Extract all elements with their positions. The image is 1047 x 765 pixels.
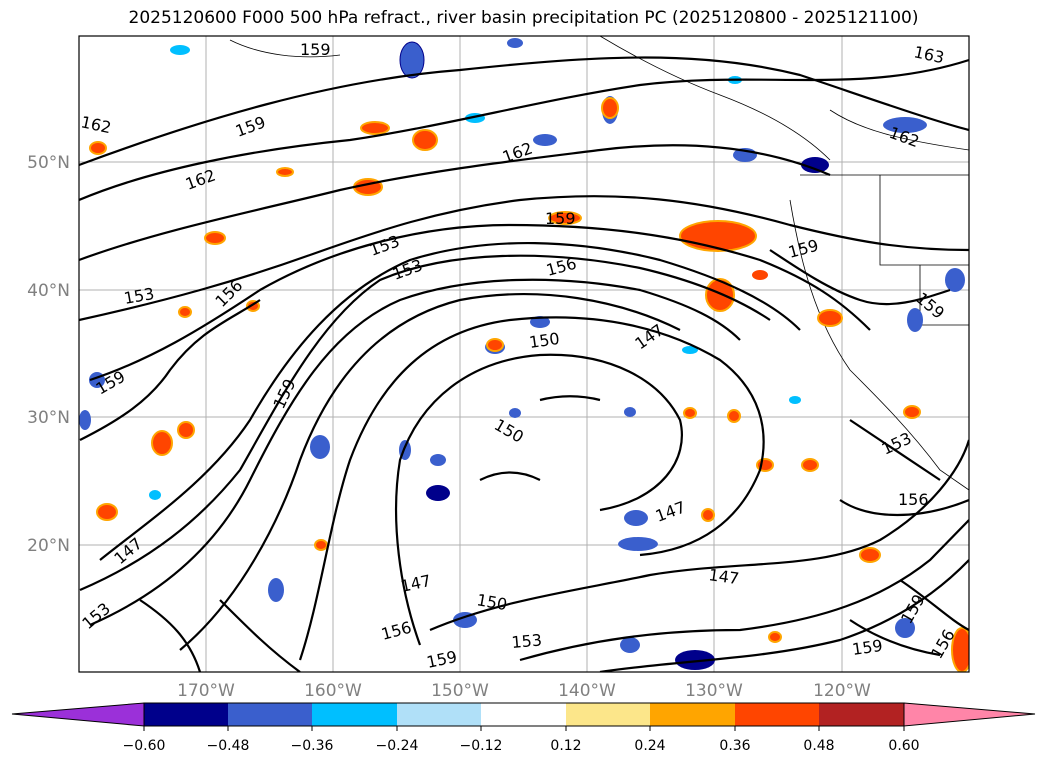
colorbar-segment [650, 703, 735, 726]
colorbar-segment [566, 703, 650, 726]
colorbar-tick-label: −0.60 [123, 738, 166, 754]
contour-159-d [849, 579, 969, 657]
colorbar-tick-label: −0.12 [460, 738, 503, 754]
colorbar-tick-label: 0.36 [719, 738, 750, 754]
colorbar-tick-label: 0.48 [803, 738, 834, 754]
colorbar-segment [228, 703, 312, 726]
colorbar-arrow-low [11, 702, 145, 727]
colorbar-tick-labels: −0.60 −0.48 −0.36 −0.24 −0.12 0.12 0.24 … [123, 738, 920, 754]
lat-label-40n: 40°N [27, 281, 70, 301]
colorbar-segment [312, 703, 397, 726]
contour-153-c [519, 519, 969, 662]
colorbar-outline [143, 702, 905, 727]
colorbar-tick-label: −0.24 [376, 738, 419, 754]
map-title: 2025120600 F000 500 hPa refract., river … [128, 8, 919, 28]
contour-147-b [298, 316, 765, 661]
lat-label-20n: 20°N [27, 536, 70, 556]
map-border [78, 35, 970, 673]
contour-153-b [79, 254, 771, 592]
contour-label: 159 [545, 209, 576, 228]
contour-147-c [429, 439, 969, 632]
colorbar-segment [481, 703, 566, 726]
contour-label: 150 [528, 329, 561, 352]
colorbar-ticks [143, 726, 905, 731]
colorbar-segment [819, 703, 904, 726]
contour-150-a [89, 278, 741, 627]
lat-label-30n: 30°N [27, 408, 70, 428]
colorbar-segment [735, 703, 819, 726]
coast-canada [829, 109, 969, 151]
contour-156-a [79, 195, 969, 322]
coast-aleutians [229, 39, 341, 58]
colorbar-tick-label: 0.12 [550, 738, 581, 754]
contour-156-b [99, 241, 801, 561]
contour-label: 159 [300, 40, 331, 59]
contour-159-c [139, 599, 301, 672]
colorbar-tick-label: 0.24 [634, 738, 665, 754]
colorbar-tick-label: −0.48 [207, 738, 250, 754]
graticule [79, 36, 969, 672]
coast-us-west [789, 199, 969, 491]
contour-159-a [79, 144, 831, 262]
contour-156-d [839, 419, 969, 517]
lon-label-140w: 140°W [558, 681, 616, 701]
lon-label-120w: 120°W [813, 681, 871, 701]
contour-small-closed [479, 395, 601, 481]
contour-147-a [179, 293, 681, 651]
contour-159-e [769, 249, 951, 306]
contour-159-b [79, 299, 261, 441]
colorbar: −0.60 −0.48 −0.36 −0.24 −0.12 0.12 0.24 … [11, 702, 1036, 754]
latitude-labels: 50°N 40°N 30°N 20°N [27, 153, 70, 556]
contour-label: 147 [707, 565, 740, 588]
colorbar-tick-label: −0.36 [291, 738, 334, 754]
contour-156-c [599, 559, 969, 672]
contour-label: 153 [511, 630, 543, 652]
contour-label: 156 [898, 490, 929, 509]
colorbar-segment [397, 703, 481, 726]
colorbar-arrow-high [903, 702, 1036, 727]
lat-label-50n: 50°N [27, 153, 70, 173]
map-frame [79, 36, 969, 672]
lon-label-170w: 170°W [177, 681, 235, 701]
contour-162-a [79, 56, 969, 167]
longitude-labels: 170°W 160°W 150°W 140°W 130°W 120°W [177, 681, 871, 701]
colorbar-segment [144, 703, 228, 726]
lon-label-130w: 130°W [685, 681, 743, 701]
contour-label: 159 [851, 636, 884, 659]
lon-label-160w: 160°W [304, 681, 362, 701]
colorbar-tick-label: 0.60 [888, 738, 919, 754]
contour-153-a [89, 223, 871, 382]
contour-150-b [394, 353, 683, 646]
lon-label-150w: 150°W [431, 681, 489, 701]
refractivity-contours [79, 56, 969, 672]
